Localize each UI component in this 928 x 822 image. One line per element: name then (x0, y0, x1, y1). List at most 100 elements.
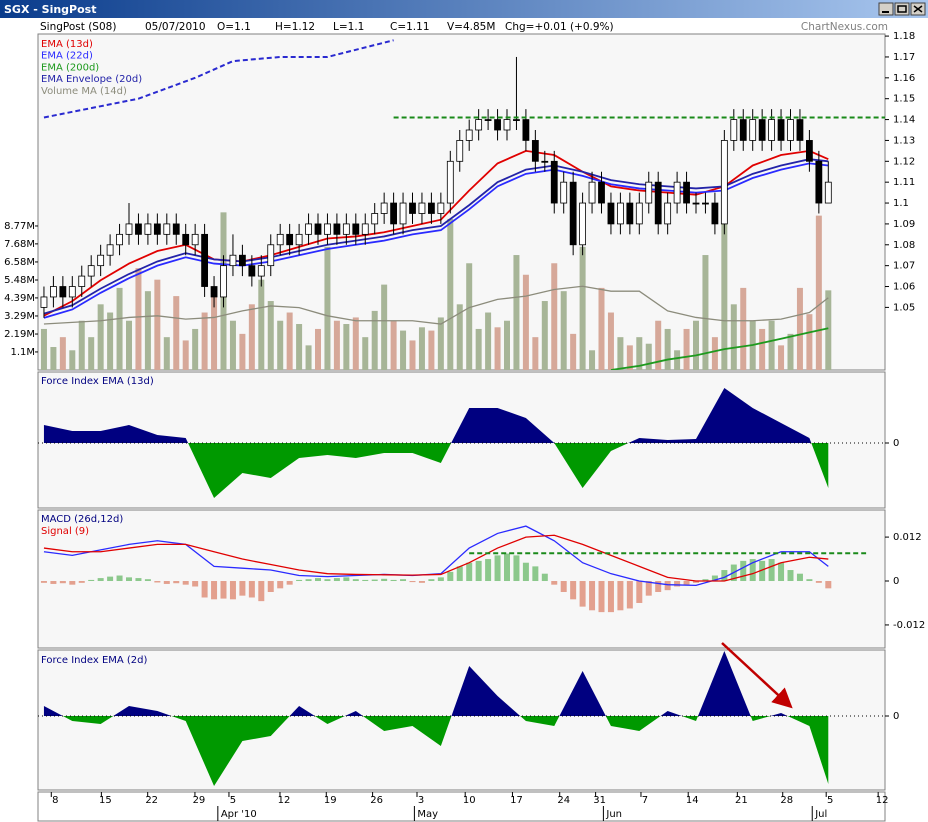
legend-entry: MACD (26d,12d) (41, 514, 123, 525)
candle-body (135, 223, 142, 235)
candle-body (673, 181, 681, 204)
volume-bar (78, 320, 85, 370)
histogram-bar (437, 577, 444, 582)
candle-body (116, 233, 123, 246)
histogram-bar (674, 581, 681, 587)
maximize-icon (897, 5, 907, 13)
y2-tick-label: 1.1M (10, 347, 35, 358)
minimize-button[interactable] (878, 2, 894, 16)
candle-body (777, 119, 785, 141)
volume-bar (796, 287, 803, 370)
volume-bar (787, 333, 794, 370)
volume-bar (192, 328, 199, 370)
candle-body (276, 233, 284, 246)
maximize-button[interactable] (894, 2, 910, 16)
volume-bar (551, 263, 558, 370)
candle-body (144, 223, 152, 235)
histogram-bar (400, 579, 407, 582)
volume-bar (173, 296, 180, 370)
volume-bar (277, 320, 284, 370)
x-tick-label: 10 (463, 795, 476, 806)
candle-body (503, 119, 511, 131)
candle-body (541, 160, 549, 163)
y-tick-label: 1.11 (893, 177, 915, 188)
histogram-bar (815, 581, 822, 583)
volume-bar (59, 337, 66, 370)
open-info: O=1.1 (217, 21, 251, 33)
histogram-bar (296, 579, 303, 582)
indicator-line (43, 162, 829, 319)
x-tick-label: 29 (193, 795, 206, 806)
histogram-bar (759, 560, 766, 582)
y-tick-label: 0 (893, 576, 899, 587)
candle-body (248, 265, 256, 277)
volume-bar (229, 320, 236, 370)
x-tick-label: 15 (99, 795, 112, 806)
candle-body (702, 202, 709, 205)
volume-bar (248, 304, 255, 370)
volume-bar (409, 340, 416, 370)
volume-bar (381, 284, 388, 370)
volume-bar (570, 333, 577, 370)
volume-bar (598, 287, 605, 370)
volume-bar (589, 350, 596, 370)
x-tick-label: 19 (324, 795, 337, 806)
candle-body (220, 265, 227, 298)
candle-body (428, 202, 435, 214)
histogram-bar (144, 579, 151, 582)
legend-entry: Signal (9) (41, 526, 89, 537)
volume-bar (466, 263, 473, 370)
x-axis-panel (37, 791, 886, 822)
indicator-line (610, 327, 829, 370)
y2-tick-label: 5.48M (4, 275, 35, 286)
histogram-bar (740, 560, 747, 582)
volume-bar (69, 350, 76, 370)
candle-body (352, 223, 360, 235)
histogram-bar (78, 581, 85, 583)
histogram-bar (40, 581, 47, 583)
candle-body (50, 286, 57, 298)
x-tick-label: 31 (593, 795, 606, 806)
candle-body (711, 202, 719, 225)
date: 05/07/2010 (145, 21, 206, 33)
volume-bar (107, 312, 114, 370)
candle-body (40, 296, 48, 308)
candle-body (409, 202, 416, 214)
histogram-bar (135, 578, 142, 582)
volume-bar (362, 337, 369, 370)
volume-bar (456, 304, 463, 370)
force2-panel (37, 649, 886, 791)
volume-bar (815, 215, 822, 370)
histogram-bar (749, 559, 756, 582)
volume-bar (778, 345, 785, 370)
volume-bar (617, 337, 624, 370)
histogram-bar (513, 555, 520, 582)
negative-area (43, 716, 829, 786)
volume-bar (711, 337, 718, 370)
histogram-bar (683, 581, 690, 585)
histogram-bar (201, 581, 208, 598)
histogram-bar (447, 571, 454, 582)
volume-bar (636, 337, 643, 370)
volume-bar (135, 268, 142, 370)
histogram-bar (248, 581, 255, 598)
volume-bar (258, 279, 265, 370)
volume-bar (239, 333, 246, 370)
x-tick-label: 8 (52, 795, 58, 806)
histogram-bar (69, 581, 76, 585)
volume-bar (182, 340, 189, 370)
x-tick-label: 26 (370, 795, 383, 806)
candle-body (768, 119, 776, 141)
volume-bar (154, 279, 161, 370)
candle-body (749, 119, 757, 141)
histogram-bar (551, 581, 558, 585)
volume-bar (664, 328, 671, 370)
y2-tick-label: 8.77M (4, 221, 35, 232)
x-tick-label: 21 (735, 795, 748, 806)
volume-bar (768, 320, 775, 370)
volume-bar (286, 312, 293, 370)
candle-body (371, 213, 379, 225)
candle-body (758, 119, 766, 141)
candle-body (172, 223, 180, 235)
